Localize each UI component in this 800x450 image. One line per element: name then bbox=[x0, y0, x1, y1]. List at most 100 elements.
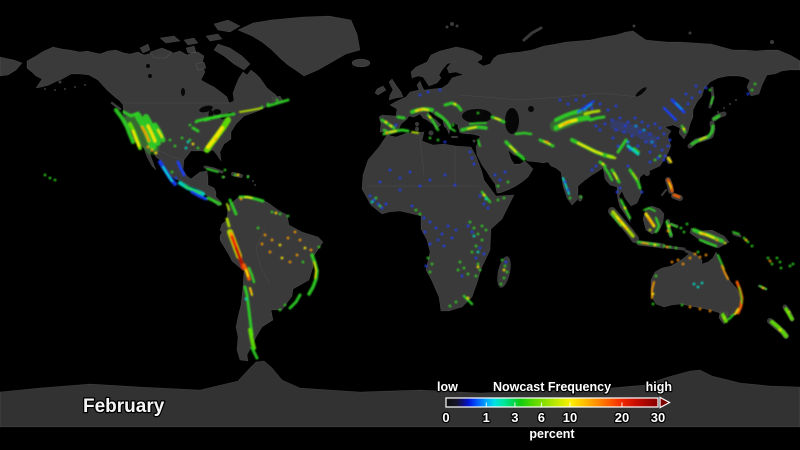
nowcast-data-dot bbox=[450, 236, 454, 240]
nowcast-data-stroke bbox=[250, 346, 259, 360]
nowcast-data-dot bbox=[698, 90, 702, 94]
nowcast-data-dot bbox=[454, 228, 458, 232]
nowcast-data-dot bbox=[610, 118, 614, 122]
nowcast-data-stroke bbox=[190, 190, 208, 201]
nowcast-data-dot bbox=[700, 281, 704, 285]
nowcast-data-stroke bbox=[632, 172, 638, 180]
nowcast-data-dot bbox=[624, 226, 628, 230]
nowcast-data-dot bbox=[476, 111, 480, 115]
nowcast-data-dot bbox=[503, 264, 507, 268]
nowcast-data-dot bbox=[270, 238, 274, 242]
nowcast-data-stroke bbox=[577, 142, 603, 155]
nowcast-data-dot bbox=[499, 282, 503, 286]
nowcast-data-dot bbox=[648, 160, 652, 164]
nowcast-data-dot bbox=[426, 90, 430, 94]
nowcast-data-stroke bbox=[477, 139, 481, 147]
nowcast-data-dot bbox=[293, 230, 297, 234]
nowcast-data-stroke bbox=[699, 136, 707, 141]
nowcast-data-dot bbox=[376, 202, 380, 206]
nowcast-data-dot bbox=[566, 188, 570, 192]
nowcast-data-dot bbox=[454, 300, 458, 304]
nowcast-data-stroke bbox=[245, 269, 249, 277]
nowcast-data-stroke bbox=[606, 154, 617, 160]
nowcast-data-stroke bbox=[266, 98, 290, 108]
nowcast-data-dot bbox=[787, 310, 791, 314]
nowcast-data-stroke bbox=[469, 122, 487, 125]
nowcast-data-stroke bbox=[647, 217, 653, 225]
nowcast-data-dot bbox=[453, 183, 457, 187]
nowcast-data-dot bbox=[170, 170, 174, 174]
nowcast-data-dot bbox=[188, 123, 192, 127]
nowcast-data-stroke bbox=[514, 131, 533, 136]
nowcast-data-stroke bbox=[243, 285, 254, 337]
nowcast-data-dot bbox=[448, 304, 452, 308]
nowcast-data-stroke bbox=[140, 125, 151, 143]
nowcast-data-dot bbox=[268, 250, 272, 254]
nowcast-data-dot bbox=[283, 303, 287, 307]
nowcast-data-dot bbox=[611, 136, 615, 140]
nowcast-data-dot bbox=[260, 242, 264, 246]
nowcast-data-dot bbox=[476, 265, 480, 269]
nowcast-data-dot bbox=[466, 296, 470, 300]
nowcast-data-dot bbox=[309, 248, 313, 252]
nowcast-data-stroke bbox=[699, 232, 715, 239]
nowcast-data-dot bbox=[378, 180, 382, 184]
nowcast-data-dot bbox=[668, 138, 672, 142]
nowcast-data-dot bbox=[656, 156, 660, 160]
nowcast-data-dot bbox=[574, 98, 578, 102]
nowcast-data-dot bbox=[174, 176, 178, 180]
nowcast-data-stroke bbox=[235, 247, 243, 265]
nowcast-data-dot bbox=[694, 84, 698, 88]
nowcast-data-dot bbox=[696, 285, 700, 289]
nowcast-data-dot bbox=[478, 246, 482, 250]
nowcast-data-dot bbox=[280, 256, 284, 260]
nowcast-data-stroke bbox=[146, 124, 157, 143]
nowcast-data-stroke bbox=[247, 266, 256, 284]
nowcast-data-stroke bbox=[562, 121, 571, 126]
nowcast-data-dot bbox=[482, 193, 486, 197]
nowcast-data-dot bbox=[688, 256, 692, 260]
nowcast-data-stroke bbox=[206, 126, 224, 149]
nowcast-data-dot bbox=[466, 224, 470, 228]
nowcast-data-dot bbox=[418, 108, 422, 112]
nowcast-data-dot bbox=[603, 122, 607, 126]
nowcast-data-dot bbox=[679, 226, 683, 230]
nowcast-data-dot bbox=[476, 262, 480, 266]
nowcast-data-dot bbox=[723, 241, 727, 245]
nowcast-data-stroke bbox=[588, 115, 606, 122]
nowcast-data-stroke bbox=[721, 265, 729, 280]
nowcast-data-dot bbox=[680, 303, 684, 307]
nowcast-data-dot bbox=[698, 255, 702, 259]
nowcast-data-dot bbox=[438, 88, 442, 92]
nowcast-data-dot bbox=[708, 309, 712, 313]
nowcast-data-dot bbox=[770, 262, 774, 266]
landmass-chukotka-west-edge bbox=[0, 56, 23, 77]
landmass-south-america bbox=[219, 195, 324, 362]
nowcast-data-dot bbox=[221, 175, 225, 179]
nowcast-data-dot bbox=[476, 250, 480, 254]
nowcast-data-dot bbox=[428, 178, 432, 182]
nowcast-data-dot bbox=[682, 230, 686, 234]
nowcast-data-dot bbox=[398, 176, 402, 180]
nowcast-data-dot bbox=[493, 173, 497, 177]
nowcast-data-dot bbox=[598, 128, 602, 132]
nowcast-data-dot bbox=[693, 252, 697, 256]
nowcast-data-dot bbox=[666, 144, 670, 148]
nowcast-data-dot bbox=[424, 264, 428, 268]
nowcast-data-dot bbox=[384, 120, 388, 124]
nowcast-data-dot bbox=[436, 138, 440, 142]
nowcast-data-dot bbox=[614, 104, 618, 108]
nowcast-data-dot bbox=[638, 130, 642, 134]
nowcast-data-dot bbox=[443, 140, 447, 144]
nowcast-data-dot bbox=[239, 197, 243, 201]
nowcast-data-dot bbox=[653, 144, 657, 148]
nowcast-data-dot bbox=[496, 184, 500, 188]
nowcast-data-stroke bbox=[670, 223, 678, 228]
nowcast-data-dot bbox=[566, 102, 570, 106]
nowcast-data-stroke bbox=[628, 168, 642, 190]
nowcast-data-dot bbox=[458, 260, 462, 264]
nowcast-data-dot bbox=[692, 282, 696, 286]
nowcast-data-dot bbox=[474, 244, 478, 248]
nowcast-data-dot bbox=[498, 178, 502, 182]
nowcast-data-stroke bbox=[698, 238, 718, 248]
